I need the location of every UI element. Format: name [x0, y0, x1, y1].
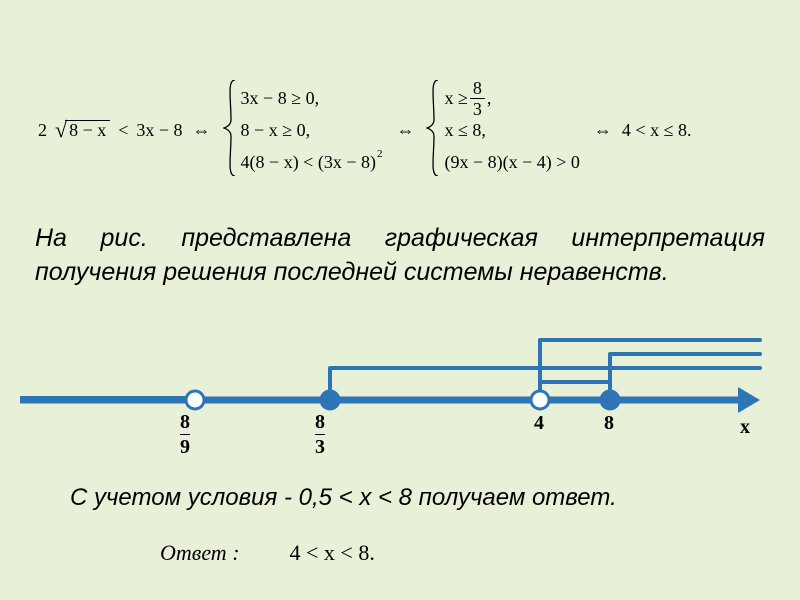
- tick-num: 8: [180, 412, 190, 432]
- tick-den: 3: [315, 437, 325, 457]
- sys2-line1-pre: x ≥: [444, 88, 467, 109]
- iff-2: ⇔: [396, 120, 414, 141]
- brace-icon: [426, 80, 440, 176]
- frac-num: 8: [470, 79, 485, 97]
- answer-label: Ответ :: [160, 540, 240, 566]
- tick-label-8-3: 8 3: [315, 412, 325, 457]
- sys1-line3-pre: 4(8 − x) < (3x − 8): [241, 152, 376, 173]
- tick-den: 9: [180, 437, 190, 457]
- iff-3: ⇔: [594, 120, 612, 141]
- sys2-line2: x ≤ 8,: [444, 115, 579, 145]
- slide: 2 √ 8 − x < 3x − 8 ⇔ 3x − 8 ≥ 0, 8 − x ≥…: [0, 0, 800, 600]
- brace-icon: [223, 80, 237, 176]
- iff-1: ⇔: [193, 120, 211, 141]
- axis-label-x: x: [740, 416, 750, 439]
- sys2-line1-post: ,: [487, 88, 492, 109]
- final-interval: 4 < x ≤ 8.: [622, 120, 692, 141]
- sys1-line2: 8 − x ≥ 0,: [241, 115, 383, 145]
- lhs-coeff: 2: [38, 120, 47, 141]
- tick-num: 8: [315, 412, 325, 432]
- system-1: 3x − 8 ≥ 0, 8 − x ≥ 0, 4(8 − x) < (3x − …: [223, 80, 385, 180]
- equation-row: 2 √ 8 − x < 3x − 8 ⇔ 3x − 8 ≥ 0, 8 − x ≥…: [34, 70, 695, 190]
- tick-label-8: 8: [604, 412, 614, 435]
- ineq-sign-1: <: [118, 120, 128, 141]
- sys1-line1: 3x − 8 ≥ 0,: [241, 83, 383, 113]
- answer-value: 4 < x < 8.: [290, 540, 375, 566]
- paragraph: На рис. представлена графическая интерпр…: [35, 222, 765, 290]
- system-2: x ≥ 8 3 , x ≤ 8, (9x − 8)(x − 4) > 0: [426, 80, 581, 180]
- rhs-expr: 3x − 8: [136, 120, 182, 141]
- sys2-line1: x ≥ 8 3 ,: [444, 83, 579, 113]
- sys1-line3: 4(8 − x) < (3x − 8) 2: [241, 147, 383, 177]
- answer: Ответ : 4 < x < 8.: [160, 540, 375, 566]
- sys1-line3-exp: 2: [377, 148, 383, 160]
- number-line: 8 9 8 3 4 8 x: [20, 320, 780, 450]
- radicand: 8 − x: [65, 120, 110, 141]
- number-line-svg: [20, 320, 780, 450]
- tick-label-8-9: 8 9: [180, 412, 190, 457]
- sys2-line1-frac: 8 3: [470, 79, 485, 118]
- sqrt: √ 8 − x: [55, 119, 110, 141]
- tick-label-4: 4: [534, 412, 544, 435]
- sys2-line3: (9x − 8)(x − 4) > 0: [444, 147, 579, 177]
- conclusion: С учетом условия - 0,5 < x < 8 получаем …: [70, 484, 617, 512]
